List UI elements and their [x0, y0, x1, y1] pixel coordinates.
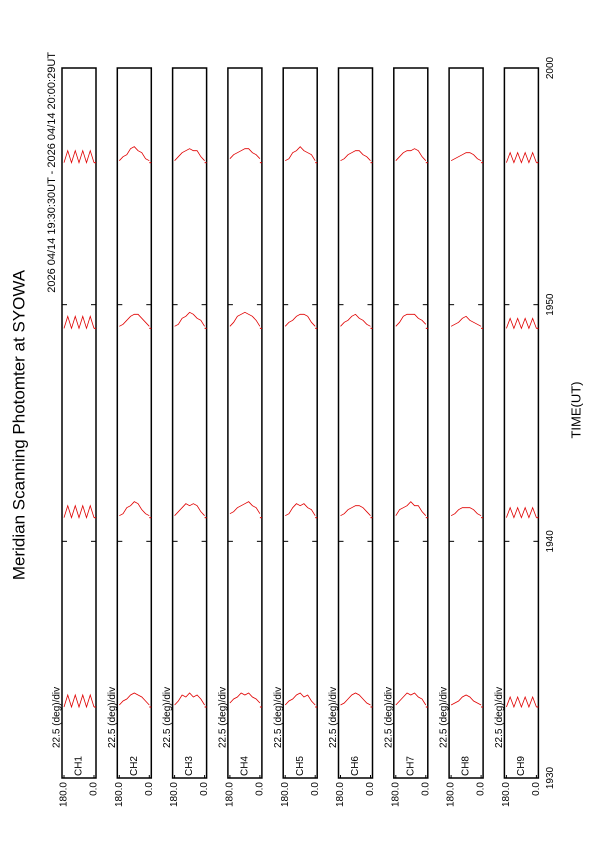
scale-label: 22.5 (deg)/div — [107, 687, 118, 748]
panel-frame — [116, 67, 153, 779]
scale-label: 22.5 (deg)/div — [273, 687, 284, 748]
y-tick-label: 0.0 — [144, 782, 155, 796]
scan-trace — [284, 313, 316, 327]
x-axis-label: TIME(UT) — [568, 381, 583, 438]
scan-trace — [174, 311, 205, 327]
y-tick-label: 0.0 — [255, 782, 266, 796]
panel-frame — [393, 67, 429, 779]
chart-title: Meridian Scanning Photomter at SYOWA — [9, 269, 28, 580]
scan-trace — [174, 503, 205, 516]
x-tick-label: 1930 — [545, 766, 556, 789]
y-tick-label: 180.0 — [280, 782, 291, 807]
scan-trace — [450, 315, 482, 327]
y-tick-label: 180.0 — [501, 782, 512, 807]
scale-label: 22.5 (deg)/div — [218, 687, 229, 748]
scan-trace — [285, 503, 316, 517]
scale-label: 22.5 (deg)/div — [494, 687, 505, 748]
scan-trace — [450, 152, 482, 162]
panel-frame — [503, 67, 540, 779]
scan-trace — [63, 693, 95, 709]
scan-trace — [395, 313, 427, 327]
y-tick-label: 180.0 — [59, 782, 70, 807]
scan-trace — [506, 151, 537, 164]
scan-trace — [340, 313, 371, 327]
channel-label: CH2 — [129, 756, 140, 776]
scan-trace — [506, 317, 537, 330]
channel-label: CH5 — [295, 756, 306, 776]
y-tick-label: 0.0 — [89, 782, 100, 796]
panel-frame — [448, 67, 484, 779]
scan-trace — [229, 148, 261, 159]
scan-trace — [284, 692, 316, 706]
scan-trace — [506, 695, 537, 709]
y-tick-label: 180.0 — [446, 782, 457, 807]
scan-trace — [119, 692, 150, 706]
x-tick-label: 2000 — [545, 56, 556, 79]
scale-label: 22.5 (deg)/div — [439, 687, 450, 748]
channel-label: CH1 — [74, 756, 85, 776]
scan-trace — [395, 148, 427, 161]
y-tick-label: 180.0 — [390, 782, 401, 807]
panel-frame — [282, 67, 318, 779]
y-tick-label: 0.0 — [310, 782, 321, 796]
scan-trace — [395, 692, 427, 706]
scale-label: 22.5 (deg)/div — [162, 687, 173, 748]
scan-trace — [174, 148, 205, 161]
channel-label: CH4 — [240, 756, 251, 776]
channel-label: CH3 — [184, 756, 195, 776]
scan-trace — [119, 146, 150, 162]
scan-trace — [229, 311, 261, 327]
scan-trace — [285, 146, 316, 162]
rotated-page: Meridian Scanning Photomter at SYOWA 202… — [9, 52, 583, 807]
x-tick-label: 1950 — [545, 293, 556, 316]
scale-label: 22.5 (deg)/div — [52, 687, 63, 748]
y-tick-label: 180.0 — [169, 782, 180, 807]
scan-trace — [229, 692, 261, 704]
y-tick-label: 180.0 — [225, 782, 236, 807]
scan-trace — [119, 501, 150, 517]
scan-trace — [395, 501, 427, 516]
scan-trace — [119, 313, 150, 327]
scan-trace — [63, 314, 95, 330]
y-tick-label: 0.0 — [365, 782, 376, 796]
scan-trace — [229, 501, 261, 515]
scan-trace — [450, 507, 482, 517]
chart-subtitle: 2026 04/14 19:30:30UT - 2026 04/14 20:00… — [46, 52, 58, 293]
y-tick-label: 0.0 — [531, 782, 542, 796]
channel-label: CH7 — [405, 756, 416, 776]
scan-trace — [450, 694, 482, 706]
scan-trace — [506, 506, 537, 519]
scale-label: 22.5 (deg)/div — [383, 687, 394, 748]
channel-label: CH6 — [350, 756, 361, 776]
scale-label: 22.5 (deg)/div — [328, 687, 339, 748]
x-tick-label: 1940 — [545, 530, 556, 553]
scan-trace — [63, 149, 95, 165]
scan-trace — [340, 150, 371, 162]
y-tick-label: 180.0 — [335, 782, 346, 807]
scan-trace — [340, 692, 371, 706]
y-tick-label: 0.0 — [420, 782, 431, 796]
scan-trace — [340, 505, 371, 517]
y-tick-label: 180.0 — [114, 782, 125, 807]
scan-trace — [174, 692, 205, 706]
channel-label: CH8 — [461, 756, 472, 776]
y-tick-label: 0.0 — [199, 782, 210, 796]
panel-frame — [61, 67, 97, 779]
panel-frame — [227, 67, 263, 779]
channel-label: CH9 — [516, 756, 527, 776]
y-tick-label: 0.0 — [476, 782, 487, 796]
panel-frame — [171, 67, 208, 779]
panel-frame — [337, 67, 374, 779]
scan-trace — [63, 504, 95, 520]
